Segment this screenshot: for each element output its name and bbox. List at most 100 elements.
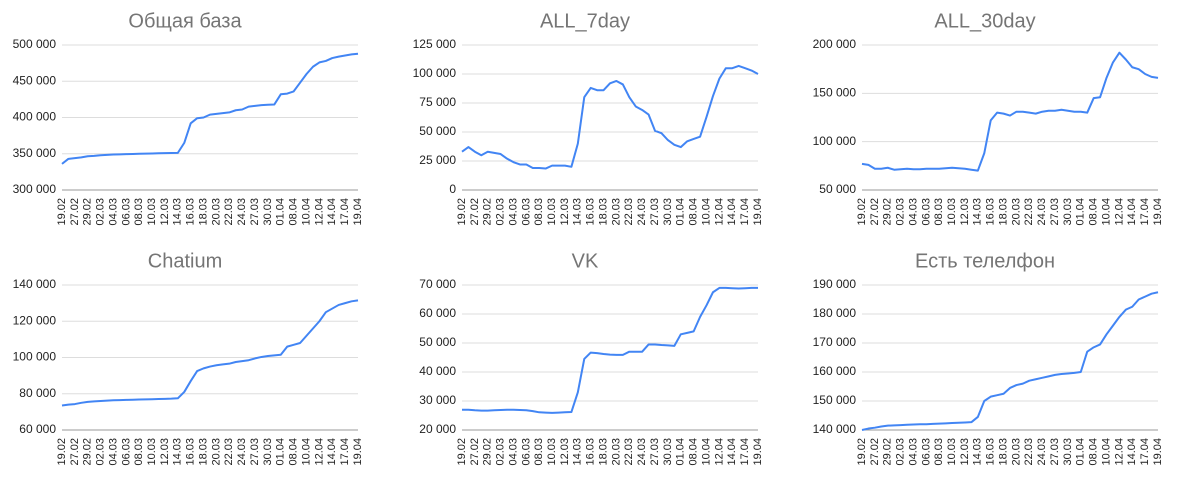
x-tick-label: 10.04 [1100,438,1112,466]
x-tick-label: 30.03 [1062,198,1074,226]
x-tick-label: 19.04 [352,198,364,226]
x-tick-label: 12.03 [959,198,971,226]
x-tick-label: 17.04 [739,438,751,466]
x-tick-label: 27.02 [469,438,481,466]
x-tick-label: 06.03 [120,198,132,226]
y-tick-label: 60 000 [419,306,456,320]
x-tick-label: 12.04 [313,198,325,226]
y-tick-label: 350 000 [13,146,57,160]
x-tick-label: 24.03 [1036,438,1048,466]
x-tick-label: 20.03 [1010,198,1022,226]
x-tick-label: 18.03 [997,438,1009,466]
x-tick-label: 27.02 [69,438,81,466]
x-tick-label: 10.03 [546,438,558,466]
y-tick-label: 100 000 [413,66,457,80]
x-tick-label: 20.03 [210,438,222,466]
x-tick-label: 24.03 [236,438,248,466]
x-tick-label: 01.04 [275,438,287,466]
x-tick-label: 29.02 [82,438,94,466]
x-tick-label: 30.03 [662,198,674,226]
x-tick-label: 19.02 [56,438,68,466]
x-tick-label: 12.04 [713,438,725,466]
x-tick-label: 29.02 [82,198,94,226]
x-tick-label: 27.02 [469,198,481,226]
x-tick-label: 17.04 [739,198,751,226]
y-tick-label: 200 000 [813,37,857,51]
x-tick-label: 30.03 [662,438,674,466]
y-tick-label: 75 000 [419,95,456,109]
y-tick-label: 50 000 [419,124,456,138]
x-tick-label: 18.03 [597,198,609,226]
chart-title: ALL_30day [934,10,1035,32]
series-line [462,286,758,414]
x-tick-label: 22.03 [623,198,635,226]
x-tick-label: 18.03 [997,198,1009,226]
x-tick-label: 10.03 [546,198,558,226]
x-tick-label: 12.04 [713,198,725,226]
x-tick-label: 08.03 [533,438,545,466]
x-tick-label: 22.03 [1023,198,1035,226]
x-tick-label: 14.03 [572,198,584,226]
x-tick-label: 29.02 [482,198,494,226]
x-tick-label: 27.03 [249,198,261,226]
x-tick-label: 19.04 [1152,198,1164,226]
x-tick-label: 14.03 [172,198,184,226]
x-tick-label: 19.02 [456,198,468,226]
y-tick-label: 30 000 [419,393,456,407]
y-tick-label: 400 000 [13,110,57,124]
x-tick-label: 04.03 [107,198,119,226]
x-tick-label: 19.04 [752,438,764,466]
x-tick-label: 30.03 [1062,438,1074,466]
x-tick-label: 19.02 [856,438,868,466]
y-tick-label: 100 000 [813,134,857,148]
x-tick-label: 04.03 [907,198,919,226]
x-tick-label: 14.03 [972,438,984,466]
x-tick-label: 08.04 [288,438,300,466]
x-tick-label: 17.04 [339,198,351,226]
x-tick-label: 14.03 [972,198,984,226]
x-tick-label: 24.03 [1036,198,1048,226]
x-tick-label: 29.02 [882,438,894,466]
x-tick-label: 27.02 [69,198,81,226]
y-tick-label: 60 000 [19,422,56,436]
x-tick-label: 18.03 [597,438,609,466]
x-tick-label: 04.03 [507,438,519,466]
x-tick-label: 01.04 [275,198,287,226]
x-tick-label: 17.04 [339,438,351,466]
x-tick-label: 04.03 [107,438,119,466]
x-tick-label: 14.03 [572,438,584,466]
x-tick-label: 27.03 [649,438,661,466]
x-tick-label: 01.04 [1075,198,1087,226]
x-tick-label: 01.04 [1075,438,1087,466]
x-tick-label: 04.03 [907,438,919,466]
x-tick-label: 06.03 [920,438,932,466]
x-tick-label: 16.03 [185,198,197,226]
x-tick-label: 02.03 [895,198,907,226]
x-tick-label: 08.04 [1088,198,1100,226]
x-tick-label: 10.03 [946,438,958,466]
x-tick-label: 06.03 [120,438,132,466]
x-tick-label: 12.04 [313,438,325,466]
x-tick-label: 24.03 [636,438,648,466]
x-tick-label: 27.03 [1049,438,1061,466]
x-tick-label: 20.03 [210,198,222,226]
y-tick-label: 50 000 [419,335,456,349]
x-tick-label: 08.04 [688,438,700,466]
y-tick-label: 0 [449,182,456,196]
series-line [61,299,359,407]
x-tick-label: 19.02 [56,198,68,226]
x-tick-label: 12.03 [559,438,571,466]
y-tick-label: 450 000 [13,73,57,87]
x-tick-label: 08.03 [133,198,145,226]
x-tick-label: 10.04 [700,438,712,466]
x-tick-label: 10.04 [700,198,712,226]
y-tick-label: 150 000 [813,86,857,100]
x-tick-label: 02.03 [95,438,107,466]
x-tick-label: 08.04 [288,198,300,226]
x-tick-label: 10.03 [946,198,958,226]
x-tick-label: 27.02 [869,198,881,226]
x-tick-label: 12.04 [1113,198,1125,226]
x-tick-label: 14.04 [1126,438,1138,466]
x-tick-label: 19.04 [352,438,364,466]
chart-title: Есть телелфон [915,250,1055,272]
